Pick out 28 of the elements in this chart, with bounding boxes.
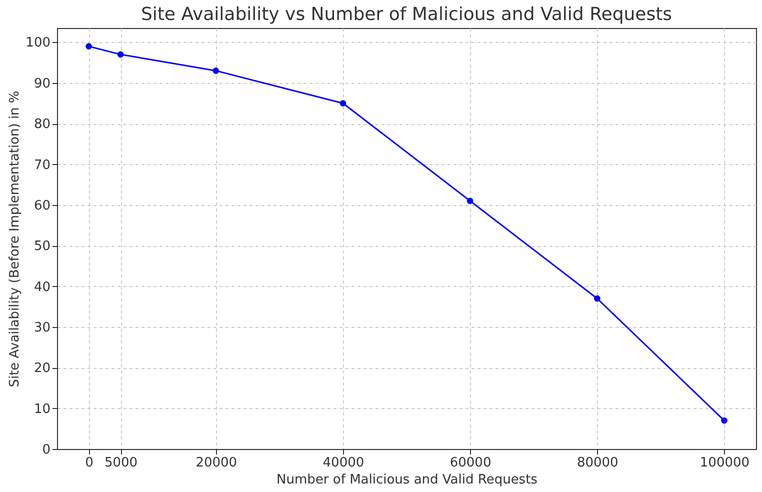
point (340, 100, 346, 106)
x-tick-label: 0 (85, 456, 94, 470)
x-tick-label: 20000 (196, 456, 238, 470)
y-tick-label: 70 (34, 158, 50, 173)
point (117, 51, 124, 58)
x-tick-label: 80000 (576, 456, 618, 470)
y-tick-label: 60 (34, 198, 50, 214)
point (212, 68, 220, 74)
x-tick-label: 40000 (322, 456, 364, 470)
x-axis-title: Number of Malicious and Valid Requests (276, 472, 538, 488)
y-tick-label: 100 (26, 36, 50, 51)
point (594, 295, 600, 302)
y-tick-label: 90 (34, 76, 50, 92)
x-tick-label: 5000 (104, 456, 138, 470)
y-tick-label: 40 (34, 280, 50, 295)
point (86, 43, 92, 50)
y-tick-label: 0 (42, 442, 50, 458)
chart-title: Site Availability vs Number of Malicious and Valid Requests (140, 4, 672, 25)
y-tick-label: 20 (34, 361, 50, 376)
point (721, 417, 728, 424)
y-tick-label: 10 (34, 402, 50, 417)
x-tick-label: 100000 (700, 456, 750, 470)
x-tick-label: 60000 (450, 456, 492, 470)
y-tick-label: 50 (34, 239, 50, 254)
y-tick-label: 80 (34, 117, 50, 132)
y-tick-label: 30 (34, 320, 50, 336)
point (466, 198, 474, 204)
y-axis-title: Site Availability (Before Implementation) in % (8, 90, 23, 388)
